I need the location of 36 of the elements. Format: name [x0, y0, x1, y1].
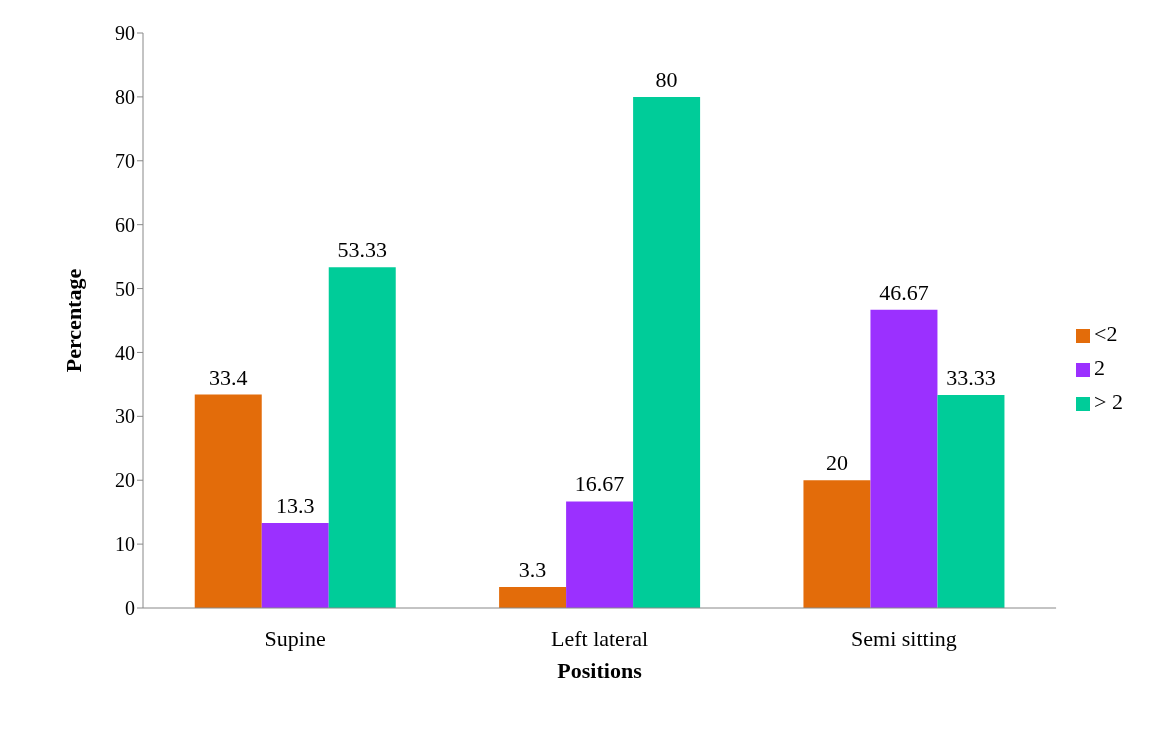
legend-label: > 2	[1094, 389, 1123, 414]
y-axis-title: Percentage	[60, 268, 86, 373]
data-label: 13.3	[275, 493, 315, 519]
data-label: 33.33	[946, 365, 996, 391]
bar	[566, 501, 634, 608]
bar	[633, 96, 701, 608]
data-label: 46.67	[879, 279, 929, 305]
data-label: 80	[655, 66, 678, 92]
y-tick-label: 40	[115, 341, 135, 364]
bar	[870, 309, 938, 608]
legend-label: 2	[1094, 355, 1106, 380]
bar	[261, 523, 329, 608]
x-tick-label: Semi sitting	[851, 625, 957, 651]
x-axis-title: Positions	[557, 658, 643, 683]
y-tick-label: 50	[115, 277, 135, 300]
x-tick-label: Left lateral	[550, 625, 649, 651]
data-label: 20	[825, 450, 848, 476]
x-tick-label: Supine	[264, 625, 326, 651]
y-tick-label: 60	[115, 213, 135, 236]
legend-label: <2	[1094, 321, 1118, 346]
data-label: 3.3	[518, 556, 547, 582]
bar	[499, 586, 567, 608]
y-tick-label: 20	[115, 469, 135, 492]
y-tick-label: 80	[115, 85, 135, 108]
data-label: 53.33	[337, 237, 387, 263]
bar	[937, 395, 1005, 608]
y-tick-label: 0	[125, 597, 135, 620]
y-tick-label: 70	[115, 149, 135, 172]
bar	[803, 480, 871, 608]
y-tick-label: 30	[115, 405, 135, 428]
y-tick-label: 90	[115, 22, 135, 45]
data-label: 16.67	[574, 471, 625, 497]
y-tick-label: 10	[115, 533, 135, 556]
data-label: 33.4	[208, 364, 248, 390]
bar	[194, 394, 262, 608]
bar	[328, 267, 396, 608]
